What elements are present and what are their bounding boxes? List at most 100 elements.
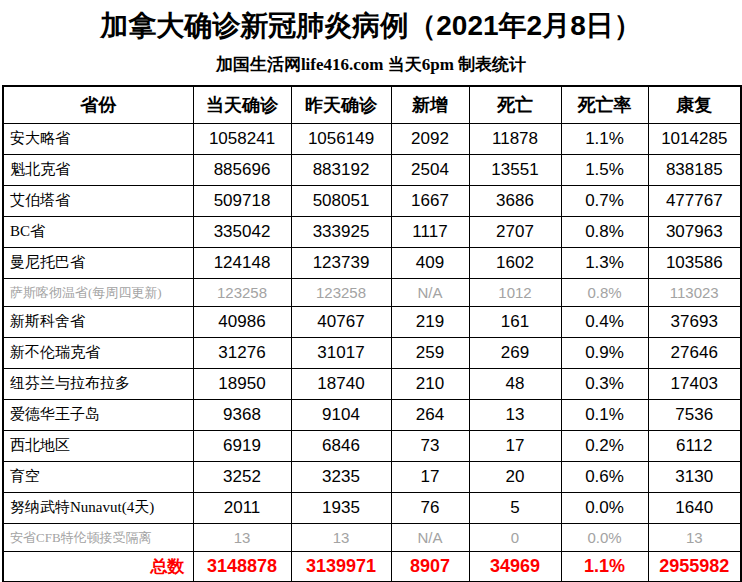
value-cell-today: 31276 <box>193 337 291 368</box>
page-subtitle: 加国生活网life416.com 当天6pm 制表统计 <box>0 53 742 76</box>
value-cell-yesterday: 6846 <box>291 430 391 461</box>
province-cell: 魁北克省 <box>3 154 193 185</box>
table-row: 努纳武特Nunavut(4天) 2011 1935 76 5 0.0% 1640 <box>3 492 741 523</box>
value-cell-new: 264 <box>391 399 469 430</box>
total-label: 总数 <box>3 551 193 582</box>
value-cell-death-rate: 1.5% <box>561 154 648 185</box>
total-value-death-rate: 1.1% <box>561 551 648 582</box>
value-cell-yesterday: 40767 <box>291 306 391 337</box>
value-cell-recovered: 17403 <box>648 368 741 399</box>
province-cell: 萨斯喀彻温省(每周四更新) <box>3 278 193 306</box>
province-cell: 新斯科舍省 <box>3 306 193 337</box>
header-cell-today: 当天确诊 <box>193 86 291 123</box>
value-cell-death-rate: 0.3% <box>561 368 648 399</box>
table-row: BC省 335042 333925 1117 2707 0.8% 307963 <box>3 216 741 247</box>
value-cell-deaths: 0 <box>469 523 561 551</box>
value-cell-deaths: 20 <box>469 461 561 492</box>
total-value-yesterday: 3139971 <box>291 551 391 582</box>
total-value-deaths: 34969 <box>469 551 561 582</box>
value-cell-deaths: 1012 <box>469 278 561 306</box>
value-cell-new: 73 <box>391 430 469 461</box>
value-cell-deaths: 3686 <box>469 185 561 216</box>
value-cell-recovered: 3130 <box>648 461 741 492</box>
value-cell-yesterday: 9104 <box>291 399 391 430</box>
covid-stats-page: 加拿大确诊新冠肺炎病例（2021年2月8日） 加国生活网life416.com … <box>0 0 742 582</box>
value-cell-death-rate: 0.8% <box>561 278 648 306</box>
table-row: 爱德华王子岛 9368 9104 264 13 0.1% 7536 <box>3 399 741 430</box>
province-cell: 努纳武特Nunavut(4天) <box>3 492 193 523</box>
value-cell-new: 76 <box>391 492 469 523</box>
value-cell-recovered: 27646 <box>648 337 741 368</box>
value-cell-today: 1058241 <box>193 123 291 154</box>
value-cell-recovered: 6112 <box>648 430 741 461</box>
value-cell-new: 1117 <box>391 216 469 247</box>
value-cell-new: 409 <box>391 247 469 278</box>
table-row: 西北地区 6919 6846 73 17 0.2% 6112 <box>3 430 741 461</box>
table-row: 安大略省 1058241 1056149 2092 11878 1.1% 101… <box>3 123 741 154</box>
value-cell-new: 17 <box>391 461 469 492</box>
total-value-new: 8907 <box>391 551 469 582</box>
table-row: 新斯科舍省 40986 40767 219 161 0.4% 37693 <box>3 306 741 337</box>
value-cell-new: 2504 <box>391 154 469 185</box>
value-cell-yesterday: 1056149 <box>291 123 391 154</box>
value-cell-deaths: 1602 <box>469 247 561 278</box>
table-row: 魁北克省 885696 883192 2504 13551 1.5% 83818… <box>3 154 741 185</box>
value-cell-new: 2092 <box>391 123 469 154</box>
value-cell-recovered: 307963 <box>648 216 741 247</box>
value-cell-recovered: 7536 <box>648 399 741 430</box>
value-cell-deaths: 5 <box>469 492 561 523</box>
value-cell-new: 210 <box>391 368 469 399</box>
value-cell-death-rate: 0.2% <box>561 430 648 461</box>
value-cell-deaths: 11878 <box>469 123 561 154</box>
value-cell-today: 509718 <box>193 185 291 216</box>
value-cell-death-rate: 0.0% <box>561 523 648 551</box>
province-cell: 安省CFB特伦顿接受隔离 <box>3 523 193 551</box>
header-cell-death-rate: 死亡率 <box>561 86 648 123</box>
value-cell-deaths: 48 <box>469 368 561 399</box>
province-cell: 育空 <box>3 461 193 492</box>
province-cell: 曼尼托巴省 <box>3 247 193 278</box>
table-row: 育空 3252 3235 17 20 0.6% 3130 <box>3 461 741 492</box>
total-row: 总数 3148878 3139971 8907 34969 1.1% 29559… <box>3 551 741 582</box>
page-title: 加拿大确诊新冠肺炎病例（2021年2月8日） <box>0 0 742 45</box>
value-cell-deaths: 17 <box>469 430 561 461</box>
value-cell-yesterday: 123739 <box>291 247 391 278</box>
header-cell-new: 新增 <box>391 86 469 123</box>
value-cell-new: 259 <box>391 337 469 368</box>
value-cell-new: 1667 <box>391 185 469 216</box>
province-cell: BC省 <box>3 216 193 247</box>
value-cell-recovered: 1640 <box>648 492 741 523</box>
value-cell-recovered: 103586 <box>648 247 741 278</box>
value-cell-deaths: 13 <box>469 399 561 430</box>
value-cell-today: 123258 <box>193 278 291 306</box>
value-cell-deaths: 13551 <box>469 154 561 185</box>
value-cell-recovered: 1014285 <box>648 123 741 154</box>
header-cell-yesterday: 昨天确诊 <box>291 86 391 123</box>
header-cell-recovered: 康复 <box>648 86 741 123</box>
value-cell-death-rate: 0.0% <box>561 492 648 523</box>
total-value-recovered: 2955982 <box>648 551 741 582</box>
table-row: 纽芬兰与拉布拉多 18950 18740 210 48 0.3% 17403 <box>3 368 741 399</box>
value-cell-recovered: 113023 <box>648 278 741 306</box>
value-cell-yesterday: 333925 <box>291 216 391 247</box>
value-cell-yesterday: 508051 <box>291 185 391 216</box>
value-cell-recovered: 37693 <box>648 306 741 337</box>
value-cell-deaths: 2707 <box>469 216 561 247</box>
value-cell-new: 219 <box>391 306 469 337</box>
value-cell-today: 13 <box>193 523 291 551</box>
value-cell-today: 2011 <box>193 492 291 523</box>
value-cell-death-rate: 1.1% <box>561 123 648 154</box>
value-cell-today: 335042 <box>193 216 291 247</box>
table-row: 艾伯塔省 509718 508051 1667 3686 0.7% 477767 <box>3 185 741 216</box>
total-value-today: 3148878 <box>193 551 291 582</box>
value-cell-new: N/A <box>391 523 469 551</box>
value-cell-recovered: 838185 <box>648 154 741 185</box>
table-row: 曼尼托巴省 124148 123739 409 1602 1.3% 103586 <box>3 247 741 278</box>
value-cell-yesterday: 31017 <box>291 337 391 368</box>
value-cell-today: 124148 <box>193 247 291 278</box>
value-cell-yesterday: 123258 <box>291 278 391 306</box>
province-cell: 艾伯塔省 <box>3 185 193 216</box>
value-cell-today: 18950 <box>193 368 291 399</box>
value-cell-death-rate: 1.3% <box>561 247 648 278</box>
table-row: 萨斯喀彻温省(每周四更新) 123258 123258 N/A 1012 0.8… <box>3 278 741 306</box>
